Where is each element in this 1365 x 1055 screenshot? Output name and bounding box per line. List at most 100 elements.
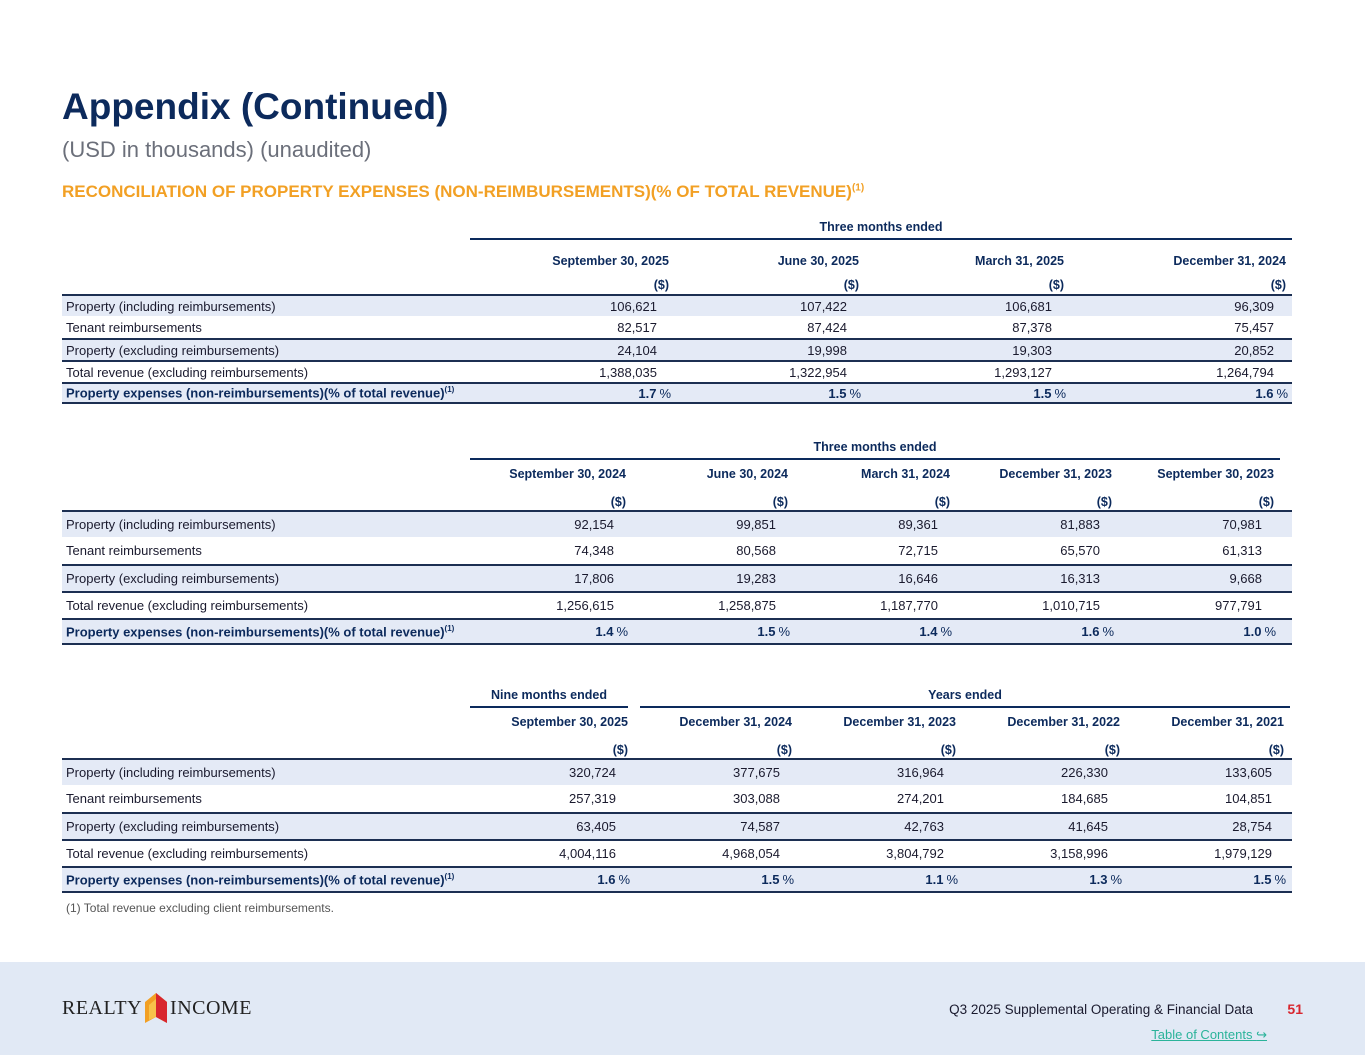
footnote-ref: (1) <box>851 182 865 194</box>
column-group-header: Three months ended <box>470 220 1292 240</box>
table-cell: 1.1% <box>798 872 962 887</box>
cell-value: 1.5 <box>828 385 847 401</box>
row-label-text: Tenant reimbursements <box>66 791 202 806</box>
table-cell: 28,754 <box>1126 819 1290 834</box>
row-label: Property (including reimbursements) <box>62 299 470 314</box>
table-cell: 1,264,794 <box>1070 365 1292 380</box>
column-header: September 30, 2023 <box>1157 467 1274 481</box>
row-label-text: Property (excluding reimbursements) <box>66 819 280 834</box>
cell-value: 96,309 <box>1234 298 1274 314</box>
unit-label: ($) <box>1104 743 1120 757</box>
table-cell: 89,361 <box>794 517 956 532</box>
table-cell: 3,158,996 <box>962 846 1126 861</box>
cell-value: 74,587 <box>740 819 780 834</box>
table-row: Total revenue (excluding reimbursements)… <box>62 839 1292 866</box>
row-label: Property expenses (non-reimbursements)(%… <box>62 872 470 887</box>
cell-value: 1.5 <box>1253 872 1272 887</box>
table-cell: 977,791 <box>1118 598 1280 613</box>
cell-value: 106,621 <box>610 298 657 314</box>
cell-value: 70,981 <box>1222 517 1262 532</box>
row-label: Tenant reimbursements <box>62 320 470 335</box>
column-header: December 31, 2024 <box>1173 254 1286 268</box>
table-row: Total revenue (excluding reimbursements)… <box>62 360 1292 382</box>
cell-value: 24,104 <box>617 342 657 358</box>
table-row: Property expenses (non-reimbursements)(%… <box>62 382 1292 404</box>
percent-sign: % <box>618 872 630 887</box>
cell-value: 320,724 <box>569 765 616 780</box>
table-cell: 17,806 <box>470 571 632 586</box>
column-headers: September 30, 2025 December 31, 2024 Decem… <box>470 715 1290 729</box>
row-label-text: Property expenses (non-reimbursements)(%… <box>66 872 445 888</box>
table-cell: 1.6% <box>470 872 634 887</box>
table-cell: 257,319 <box>470 791 634 806</box>
column-header: December 31, 2023 <box>999 467 1112 481</box>
reconciliation-table-quarterly-2024: Three months ended September 30, 2024 June… <box>62 440 1292 650</box>
percent-sign: % <box>659 385 671 401</box>
percent-sign: % <box>849 385 861 401</box>
table-cell: 3,804,792 <box>798 846 962 861</box>
logo-house-icon <box>145 993 168 1023</box>
unit-label: ($) <box>1096 495 1112 509</box>
cell-value: 303,088 <box>733 791 780 806</box>
unit-label: ($) <box>1048 278 1064 292</box>
table-cell: 1,010,715 <box>956 598 1118 613</box>
table-cell: 16,313 <box>956 571 1118 586</box>
table-cell: 1.6% <box>956 624 1118 639</box>
cell-value: 1,187,770 <box>880 598 938 613</box>
table-row: Property (excluding reimbursements) 63,40… <box>62 812 1292 839</box>
row-label: Total revenue (excluding reimbursements) <box>62 365 470 380</box>
table-cell: 226,330 <box>962 765 1126 780</box>
table-cell: 87,378 <box>865 320 1070 335</box>
table-cell: 104,851 <box>1126 791 1290 806</box>
table-cell: 16,646 <box>794 571 956 586</box>
footnote: (1) Total revenue excluding client reimb… <box>66 901 334 915</box>
unit-headers: ($) ($) ($) ($) ($) <box>470 495 1280 509</box>
table-cell: 19,998 <box>675 343 865 358</box>
cell-value: 377,675 <box>733 765 780 780</box>
column-header: December 31, 2022 <box>1007 715 1120 729</box>
table-row: Tenant reimbursements 257,319 303,088 274,2… <box>62 785 1292 812</box>
page-title: Appendix (Continued) <box>62 86 449 127</box>
unit-headers: ($) ($) ($) ($) <box>470 278 1292 292</box>
percent-sign: % <box>946 872 958 887</box>
table-cell: 24,104 <box>470 343 675 358</box>
table-cell: 74,348 <box>470 543 632 558</box>
column-header: December 31, 2023 <box>843 715 956 729</box>
column-header: September 30, 2025 <box>511 715 628 729</box>
row-label-text: Property expenses (non-reimbursements)(%… <box>66 624 445 640</box>
table-cell: 274,201 <box>798 791 962 806</box>
table-cell: 1,293,127 <box>865 365 1070 380</box>
logo-text-left: REALTY <box>62 996 143 1019</box>
table-cell: 377,675 <box>634 765 798 780</box>
cell-value: 4,004,116 <box>559 846 616 861</box>
cell-value: 28,754 <box>1232 819 1272 834</box>
cell-value: 17,806 <box>574 571 614 586</box>
column-header: September 30, 2025 <box>552 254 669 268</box>
table-cell: 19,303 <box>865 343 1070 358</box>
row-label-text: Property expenses (non-reimbursements)(%… <box>66 385 445 401</box>
table-cell: 92,154 <box>470 517 632 532</box>
row-label-text: Tenant reimbursements <box>66 543 202 558</box>
arrow-return-icon: ↪ <box>1256 1027 1267 1042</box>
table-cell: 1.5% <box>634 872 798 887</box>
table-of-contents-link[interactable]: Table of Contents ↪ <box>1151 1027 1267 1043</box>
cell-value: 1.0 <box>1243 624 1262 639</box>
section-title: RECONCILIATION OF PROPERTY EXPENSES (NON… <box>62 182 864 202</box>
row-label-text: Property (including reimbursements) <box>66 298 276 314</box>
table-cell: 65,570 <box>956 543 1118 558</box>
cell-value: 226,330 <box>1061 765 1108 780</box>
cell-value: 1,264,794 <box>1216 364 1274 380</box>
cell-value: 1,322,954 <box>789 364 847 380</box>
table-cell: 87,424 <box>675 320 865 335</box>
table-cell: 133,605 <box>1126 765 1290 780</box>
row-label: Total revenue (excluding reimbursements) <box>62 598 470 613</box>
cell-value: 16,313 <box>1060 571 1100 586</box>
table-cell: 1,979,129 <box>1126 846 1290 861</box>
row-label-text: Property (including reimbursements) <box>66 517 276 532</box>
table-cell: 1.0% <box>1118 624 1280 639</box>
cell-value: 65,570 <box>1060 543 1100 558</box>
table-row: Total revenue (excluding reimbursements)… <box>62 591 1292 618</box>
table-row: Property (including reimbursements) 320,7… <box>62 758 1292 785</box>
table-cell: 1.5% <box>675 386 865 401</box>
table-cell: 96,309 <box>1070 299 1292 314</box>
